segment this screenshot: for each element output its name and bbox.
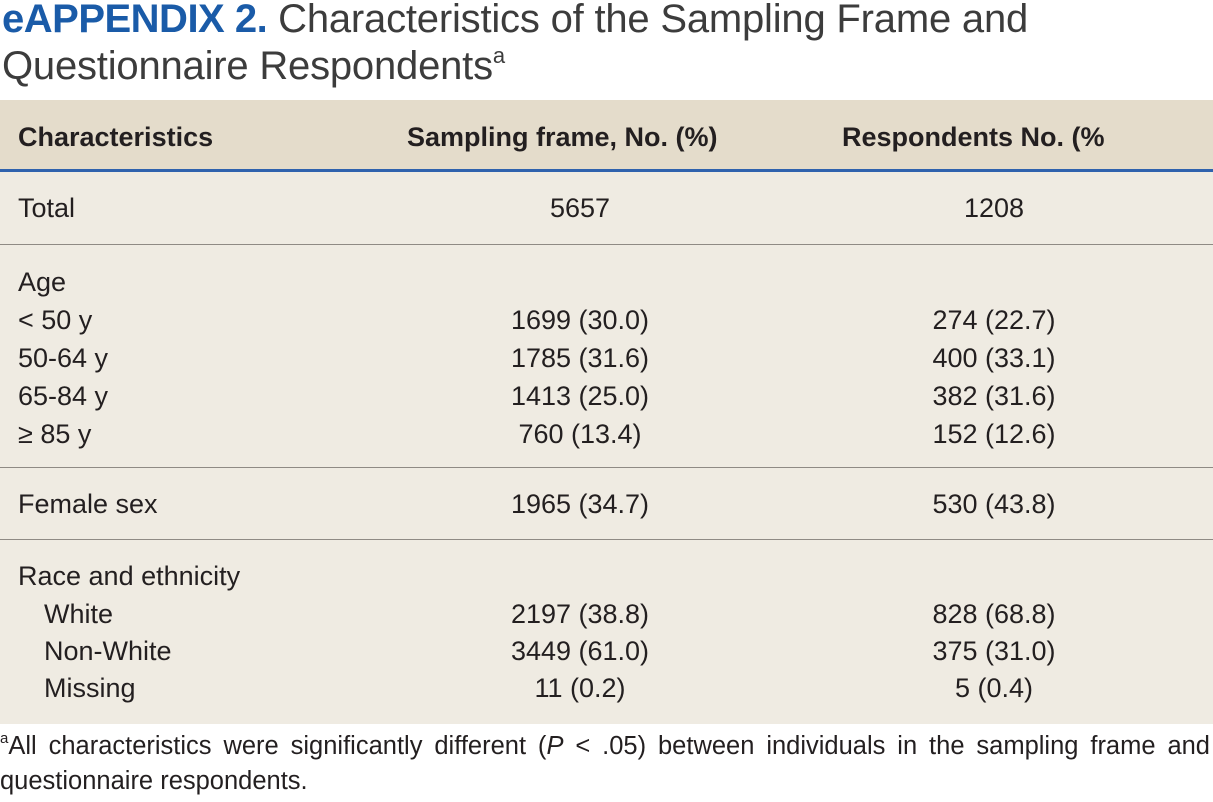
sampling-frame-value: 5657 xyxy=(549,193,611,223)
appendix-label: eAPPENDIX 2. xyxy=(2,0,268,41)
respondents-value: 382 (31.6) xyxy=(932,381,1056,411)
respondents-value: 828 (68.8) xyxy=(932,599,1056,629)
row-label: Total xyxy=(18,193,76,223)
footnote-p-symbol: P xyxy=(546,732,564,760)
table-row-group-age: Age < 50 y 1699 (30.0) 274 (22.7) 50-64 … xyxy=(0,245,1213,468)
table-row: < 50 y 1699 (30.0) 274 (22.7) xyxy=(0,301,1213,339)
row-label: White xyxy=(44,599,114,629)
row-label: Race and ethnicity xyxy=(18,561,241,591)
table-row: Total 5657 1208 xyxy=(0,189,1213,227)
row-label: Age xyxy=(18,267,67,297)
table-row: ≥ 85 y 760 (13.4) 152 (12.6) xyxy=(0,415,1213,453)
footnote-text-before: All characteristics were significantly d… xyxy=(8,732,547,760)
table-row-group-total: Total 5657 1208 xyxy=(0,172,1213,245)
sampling-frame-value: 1413 (25.0) xyxy=(510,381,650,411)
respondents-value: 375 (31.0) xyxy=(932,636,1056,666)
row-label: Non-White xyxy=(44,636,172,666)
table-row-group-race-ethnicity: Race and ethnicity White 2197 (38.8) 828… xyxy=(0,540,1213,724)
respondents-value: 5 (0.4) xyxy=(954,673,1034,703)
sampling-frame-value: 760 (13.4) xyxy=(518,419,642,449)
header-characteristics: Characteristics xyxy=(18,122,214,152)
table-row: 65-84 y 1413 (25.0) 382 (31.6) xyxy=(0,377,1213,415)
respondents-value: 1208 xyxy=(963,193,1025,223)
table-title: eAPPENDIX 2. Characteristics of the Samp… xyxy=(2,0,1210,90)
title-footnote-marker: a xyxy=(492,43,505,68)
header-sampling-frame: Sampling frame, No. (%) xyxy=(407,122,718,152)
sampling-frame-value: 1699 (30.0) xyxy=(510,305,650,335)
table-header: Characteristics Sampling frame, No. (%) … xyxy=(0,100,1213,172)
table-row: 50-64 y 1785 (31.6) 400 (33.1) xyxy=(0,339,1213,377)
respondents-value: 274 (22.7) xyxy=(932,305,1056,335)
title-text: Characteristics of the Sampling Frame an… xyxy=(2,0,1029,88)
sampling-frame-value: 11 (0.2) xyxy=(534,673,626,703)
sampling-frame-value: 3449 (61.0) xyxy=(510,636,650,666)
respondents-value: 530 (43.8) xyxy=(932,489,1056,519)
table-row: White 2197 (38.8) 828 (68.8) xyxy=(0,595,1213,633)
row-label: Female sex xyxy=(18,489,158,519)
row-label: ≥ 85 y xyxy=(18,419,92,449)
table-row: Race and ethnicity xyxy=(0,557,1213,595)
sampling-frame-value: 1785 (31.6) xyxy=(510,343,650,373)
table-row-group-female-sex: Female sex 1965 (34.7) 530 (43.8) xyxy=(0,468,1213,540)
row-label: 50-64 y xyxy=(18,343,109,373)
sampling-frame-value: 1965 (34.7) xyxy=(510,489,650,519)
characteristics-table: Characteristics Sampling frame, No. (%) … xyxy=(0,100,1213,724)
row-label: Missing xyxy=(44,673,136,703)
row-label: < 50 y xyxy=(18,305,93,335)
table-row: Missing 11 (0.2) 5 (0.4) xyxy=(0,669,1213,707)
footnote-marker: a xyxy=(0,730,9,747)
table-row: Non-White 3449 (61.0) 375 (31.0) xyxy=(0,632,1213,670)
table-row: Female sex 1965 (34.7) 530 (43.8) xyxy=(0,485,1213,523)
footnote-text-after: < .05) between individuals in the sampli… xyxy=(0,732,1210,795)
respondents-value: 400 (33.1) xyxy=(932,343,1056,373)
row-label: 65-84 y xyxy=(18,381,109,411)
header-respondents: Respondents No. (% xyxy=(842,122,1105,152)
respondents-value: 152 (12.6) xyxy=(932,419,1056,449)
table-row: Age xyxy=(0,263,1213,301)
sampling-frame-value: 2197 (38.8) xyxy=(510,599,650,629)
table-footnote: aAll characteristics were significantly … xyxy=(0,729,1210,799)
